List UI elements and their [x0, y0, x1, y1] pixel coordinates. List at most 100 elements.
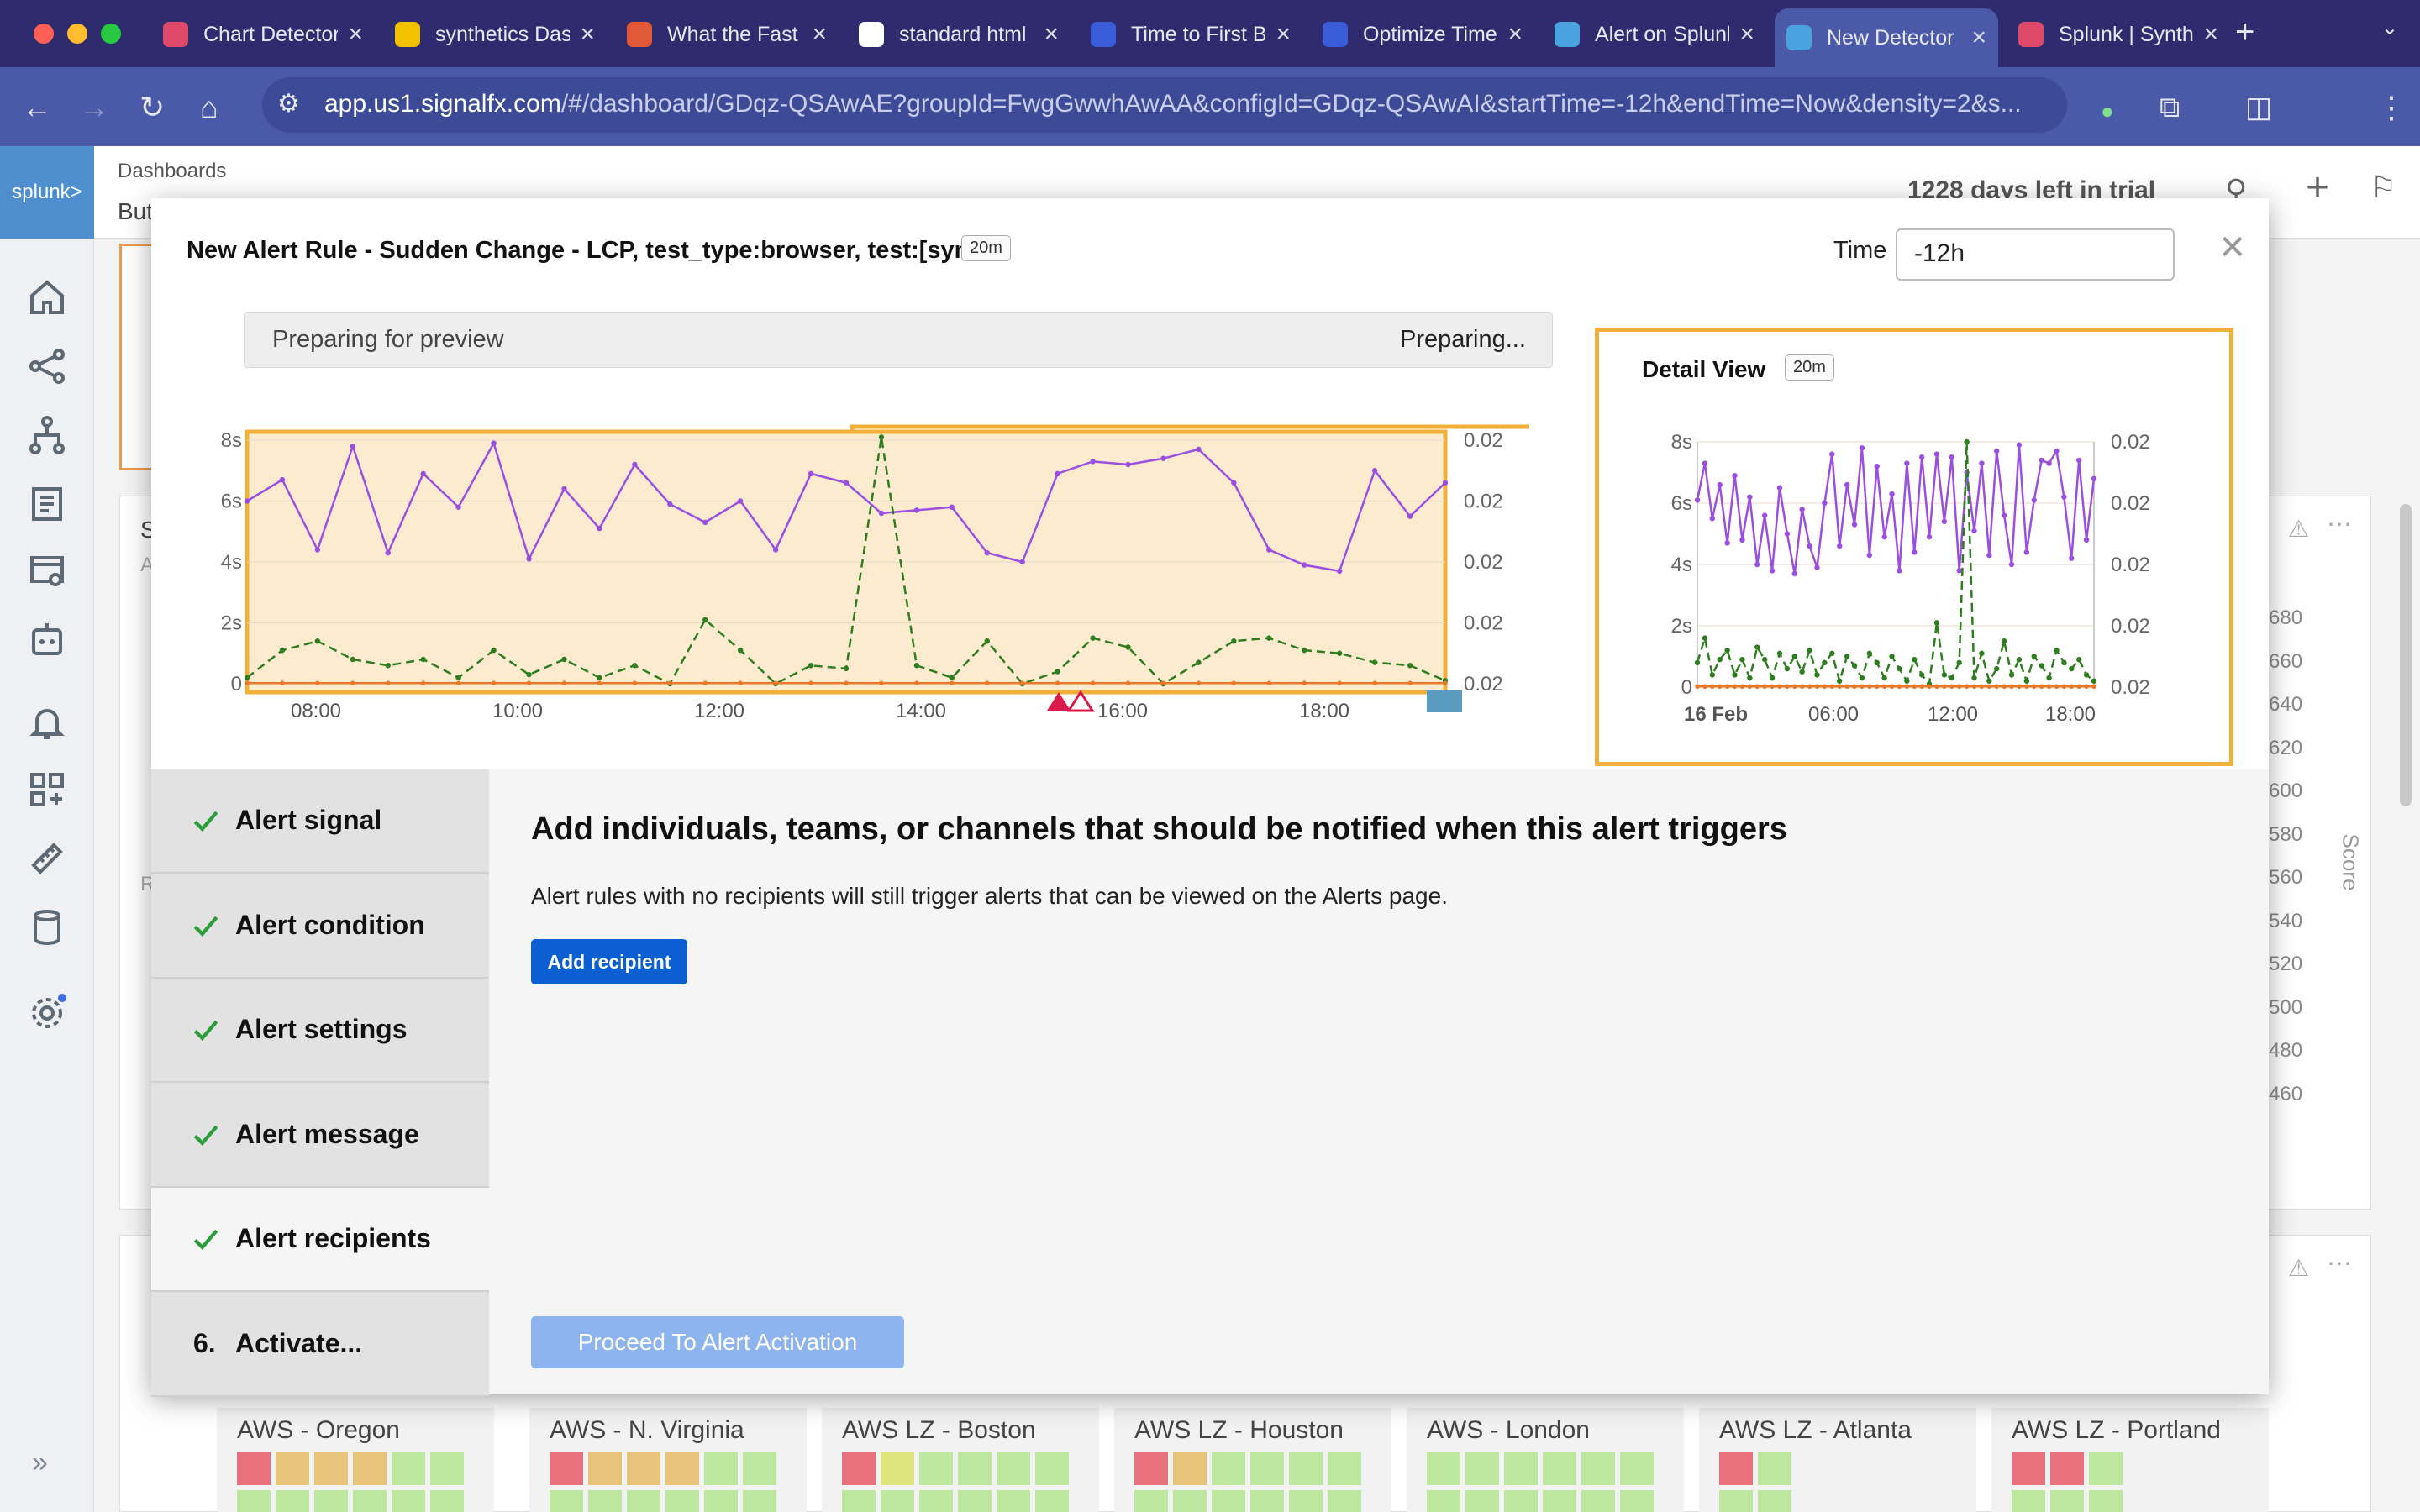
- status-cell[interactable]: [842, 1490, 876, 1512]
- tab-close-icon[interactable]: ×: [1276, 20, 1291, 48]
- status-cell[interactable]: [1289, 1490, 1323, 1512]
- new-tab-button[interactable]: +: [2235, 13, 2255, 50]
- wizard-step[interactable]: Alert signal: [151, 769, 489, 874]
- browser-tab[interactable]: synthetics Dashboard ×: [383, 8, 607, 60]
- status-cell[interactable]: [237, 1452, 271, 1485]
- close-window-button[interactable]: [34, 24, 54, 44]
- tab-close-icon[interactable]: ×: [1507, 20, 1523, 48]
- status-cell[interactable]: [314, 1490, 348, 1512]
- page-scrollbar[interactable]: [2400, 504, 2412, 806]
- status-cell[interactable]: [276, 1490, 309, 1512]
- wizard-step[interactable]: Alert settings: [151, 979, 489, 1083]
- infrastructure-icon[interactable]: [27, 346, 67, 386]
- browser-tab[interactable]: standard html ×: [847, 8, 1071, 60]
- wizard-step[interactable]: 6. Activate...: [151, 1292, 489, 1397]
- status-cell[interactable]: [1504, 1490, 1538, 1512]
- status-cell[interactable]: [704, 1490, 738, 1512]
- status-cell[interactable]: [743, 1452, 776, 1485]
- status-cell[interactable]: [392, 1490, 425, 1512]
- add-icon[interactable]: +: [2306, 165, 2330, 210]
- status-cell[interactable]: [997, 1490, 1030, 1512]
- status-cell[interactable]: [919, 1452, 953, 1485]
- zoom-window-button[interactable]: [101, 24, 121, 44]
- wizard-step[interactable]: Alert condition: [151, 874, 489, 979]
- forward-arrow-icon[interactable]: →: [79, 90, 109, 124]
- browser-tab[interactable]: Time to First Byte ×: [1079, 8, 1302, 60]
- browser-tab[interactable]: What the Fast ×: [615, 8, 839, 60]
- splunk-logo[interactable]: splunk>: [0, 146, 94, 239]
- status-cell[interactable]: [353, 1490, 387, 1512]
- status-cell[interactable]: [666, 1490, 699, 1512]
- proceed-to-activation-button[interactable]: Proceed To Alert Activation: [531, 1316, 904, 1368]
- status-cell[interactable]: [588, 1452, 622, 1485]
- tab-close-icon[interactable]: ×: [1971, 24, 1986, 51]
- region-tile[interactable]: AWS - Oregon: [217, 1408, 494, 1512]
- rum-icon[interactable]: [27, 551, 67, 591]
- synthetics-icon[interactable]: [27, 620, 67, 660]
- status-cell[interactable]: [1758, 1452, 1791, 1485]
- status-cell[interactable]: [842, 1452, 876, 1485]
- status-cell[interactable]: [1035, 1490, 1069, 1512]
- detail-view-chart[interactable]: 0 0.02 2s 0.02 4s 0.02 6s 0.02 8s 0.02 16 Feb 06:00…: [1605, 420, 2227, 756]
- status-cell[interactable]: [550, 1452, 583, 1485]
- browser-tab[interactable]: Alert on Splunk ×: [1543, 8, 1766, 60]
- site-info-icon[interactable]: ⚙: [277, 90, 300, 118]
- status-cell[interactable]: [1758, 1490, 1791, 1512]
- status-cell[interactable]: [1719, 1452, 1753, 1485]
- tab-close-icon[interactable]: ×: [2203, 20, 2218, 48]
- region-tile[interactable]: AWS - N. Virginia: [529, 1408, 807, 1512]
- browser-tab[interactable]: Splunk | Synthetics ×: [2007, 8, 2230, 60]
- status-cell[interactable]: [1504, 1452, 1538, 1485]
- status-cell[interactable]: [237, 1490, 271, 1512]
- apm-icon[interactable]: [27, 415, 67, 455]
- status-cell[interactable]: [276, 1452, 309, 1485]
- status-cell[interactable]: [1212, 1490, 1245, 1512]
- status-cell[interactable]: [2050, 1452, 2084, 1485]
- region-tile[interactable]: AWS LZ - Houston: [1114, 1408, 1392, 1512]
- status-cell[interactable]: [392, 1452, 425, 1485]
- browser-menu-icon[interactable]: ⋮: [2376, 90, 2407, 124]
- status-cell[interactable]: [627, 1452, 660, 1485]
- region-tile[interactable]: AWS LZ - Atlanta: [1699, 1408, 1976, 1512]
- status-cell[interactable]: [881, 1490, 914, 1512]
- status-cell[interactable]: [430, 1452, 464, 1485]
- region-tile[interactable]: AWS LZ - Boston: [822, 1408, 1099, 1512]
- status-cell[interactable]: [666, 1452, 699, 1485]
- status-cell[interactable]: [1581, 1452, 1615, 1485]
- bookmark-icon[interactable]: ⚐: [2370, 170, 2397, 204]
- status-cell[interactable]: [588, 1490, 622, 1512]
- reload-icon[interactable]: ↻: [139, 90, 166, 124]
- status-cell[interactable]: [997, 1452, 1030, 1485]
- metric-ruler-icon[interactable]: [27, 838, 67, 879]
- tab-close-icon[interactable]: ×: [812, 20, 827, 48]
- close-icon[interactable]: ✕: [2218, 229, 2247, 266]
- extensions-puzzle-icon[interactable]: ⧉: [2160, 92, 2181, 123]
- status-cell[interactable]: [1427, 1452, 1460, 1485]
- status-cell[interactable]: [430, 1490, 464, 1512]
- status-cell[interactable]: [1543, 1490, 1576, 1512]
- wizard-step[interactable]: Alert recipients: [151, 1188, 489, 1292]
- browser-tab[interactable]: New Detector ×: [1775, 8, 1998, 67]
- breadcrumb[interactable]: Dashboards: [118, 160, 227, 182]
- status-cell[interactable]: [353, 1452, 387, 1485]
- home-icon[interactable]: [27, 277, 67, 318]
- alerts-bell-icon[interactable]: [27, 702, 67, 743]
- status-cell[interactable]: [1173, 1452, 1207, 1485]
- status-cell[interactable]: [2089, 1452, 2123, 1485]
- log-observer-icon[interactable]: [27, 484, 67, 524]
- status-cell[interactable]: [958, 1452, 992, 1485]
- panel-more-icon[interactable]: ⋯: [2327, 1250, 2352, 1278]
- data-database-icon[interactable]: [27, 907, 67, 948]
- browser-tab[interactable]: Optimize Time ×: [1311, 8, 1534, 60]
- dashboards-icon[interactable]: [27, 769, 67, 810]
- panel-bell-icon[interactable]: ⚠: [2288, 516, 2310, 542]
- panel-more-icon[interactable]: ⋯: [2327, 511, 2352, 538]
- status-cell[interactable]: [1465, 1490, 1499, 1512]
- status-cell[interactable]: [550, 1490, 583, 1512]
- minimize-window-button[interactable]: [67, 24, 87, 44]
- tab-close-icon[interactable]: ×: [1739, 20, 1754, 48]
- status-cell[interactable]: [881, 1452, 914, 1485]
- status-cell[interactable]: [2012, 1452, 2045, 1485]
- status-cell[interactable]: [1620, 1452, 1654, 1485]
- tab-close-icon[interactable]: ×: [348, 20, 363, 48]
